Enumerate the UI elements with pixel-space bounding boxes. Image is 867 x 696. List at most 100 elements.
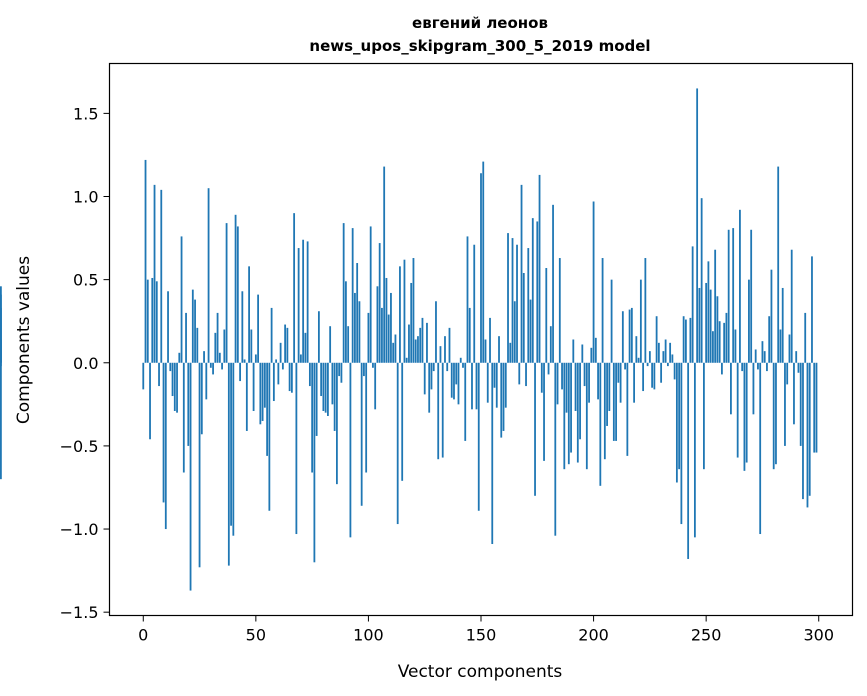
bar-47 — [248, 266, 250, 363]
bar-52 — [259, 362, 262, 425]
bar-122 — [417, 336, 419, 363]
bar-177 — [540, 362, 543, 393]
bar-67 — [293, 213, 296, 363]
bar-287 — [788, 334, 791, 363]
bar-289 — [793, 362, 795, 425]
bar-114 — [399, 266, 401, 363]
bar-276 — [763, 351, 766, 363]
bar-56 — [268, 362, 271, 511]
bar-195 — [581, 344, 584, 363]
bar-239 — [680, 362, 683, 525]
bar-245 — [693, 362, 696, 538]
bar-237 — [675, 362, 678, 483]
y-tick-label: 1.0 — [73, 188, 98, 207]
bar-150 — [480, 173, 482, 363]
bar-110 — [390, 292, 392, 363]
bar-146 — [471, 362, 473, 410]
bar-127 — [428, 362, 431, 413]
bar-148 — [475, 362, 478, 410]
bar-40 — [232, 362, 235, 536]
bar-262 — [732, 228, 735, 363]
bar-205 — [603, 362, 606, 460]
bar-244 — [691, 246, 694, 363]
bar-129 — [432, 362, 435, 372]
bar-84 — [331, 362, 334, 405]
bar-296 — [808, 362, 811, 496]
bar-170 — [525, 362, 527, 387]
bar-158 — [498, 336, 500, 363]
chart-title: евгений леонов — [412, 14, 548, 32]
bar-130 — [435, 301, 437, 363]
bar-241 — [684, 319, 687, 363]
bar-278 — [768, 316, 771, 363]
bar-228 — [655, 316, 658, 363]
bar-78 — [317, 311, 320, 363]
bar-82 — [327, 362, 329, 416]
bar-54 — [263, 362, 266, 408]
bar-35 — [221, 362, 223, 370]
bar-197 — [585, 362, 588, 470]
bar-120 — [412, 258, 415, 363]
bar-217 — [630, 307, 633, 363]
bar-103 — [374, 362, 377, 410]
bar-26 — [200, 362, 203, 435]
bar-25 — [198, 362, 201, 568]
bar-274 — [759, 362, 762, 535]
bar-253 — [712, 331, 714, 363]
bar-265 — [739, 209, 741, 363]
bar-115 — [401, 362, 404, 481]
bar-168 — [520, 184, 523, 363]
bar-284 — [781, 287, 784, 363]
bar-86 — [336, 362, 338, 485]
bar-99 — [365, 362, 368, 473]
bar-4 — [151, 277, 154, 363]
bar-113 — [396, 362, 399, 525]
bar-187 — [563, 362, 566, 470]
bar-200 — [592, 201, 595, 363]
bar-85 — [333, 362, 336, 431]
bar-223 — [644, 258, 647, 363]
bar-203 — [599, 362, 602, 486]
bar-72 — [304, 332, 307, 363]
bar-240 — [682, 316, 685, 363]
bar-230 — [660, 362, 663, 383]
bar-7 — [158, 362, 160, 387]
bar-242 — [687, 362, 690, 559]
bar-108 — [385, 277, 388, 363]
bar-292 — [799, 362, 802, 446]
bar-213 — [621, 311, 624, 363]
bar-61 — [279, 342, 282, 363]
bar-235 — [671, 354, 674, 363]
bar-16 — [178, 352, 181, 363]
bar-138 — [453, 362, 455, 400]
bar-96 — [358, 301, 361, 363]
bar-117 — [405, 357, 408, 363]
bar-277 — [766, 362, 768, 372]
bar-192 — [574, 362, 577, 411]
bar-283 — [779, 329, 782, 363]
bar-142 — [462, 362, 464, 368]
bar-59 — [275, 359, 278, 363]
bar-151 — [482, 161, 485, 363]
bar-184 — [556, 362, 559, 405]
bar-162 — [507, 233, 509, 363]
bar-171 — [527, 248, 530, 363]
bar-141 — [459, 357, 462, 363]
bar-259 — [725, 312, 728, 363]
bar-55 — [266, 362, 269, 456]
x-tick-label: 250 — [691, 626, 722, 645]
bar-37 — [225, 223, 228, 363]
bar-247 — [698, 287, 701, 363]
bars-group — [0, 88, 818, 591]
bar-214 — [624, 362, 626, 370]
bar-undefined — [0, 362, 2, 480]
bar-51 — [257, 294, 259, 363]
x-tick-label: 300 — [803, 626, 834, 645]
bar-100 — [367, 312, 370, 363]
bar-109 — [387, 314, 390, 363]
bar-248 — [700, 198, 703, 363]
bar-189 — [567, 362, 570, 465]
y-axis-label: Components values — [14, 256, 34, 424]
bar-191 — [572, 339, 575, 363]
bar-152 — [484, 339, 487, 363]
